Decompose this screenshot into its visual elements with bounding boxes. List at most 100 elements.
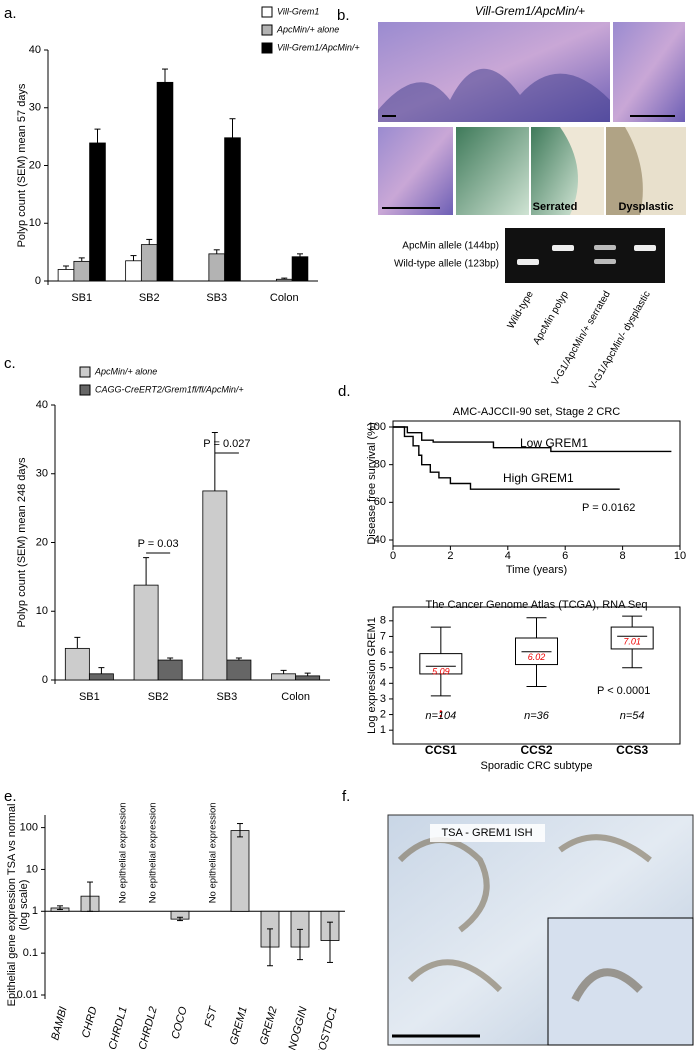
x-tick-label: 2: [447, 550, 453, 562]
median-label: 7.01: [623, 637, 641, 647]
y-tick-label: 0: [42, 674, 48, 686]
ish-texture: [397, 834, 652, 993]
survival-line: [393, 426, 620, 490]
y-tick-label: 100: [368, 421, 386, 433]
y-tick-label: 1: [32, 905, 38, 917]
x-tick-label: SB1: [79, 691, 100, 703]
y-tick-label: 40: [374, 534, 386, 546]
gel-lane-label: Wild-type: [506, 289, 537, 331]
x-tick-label: CCS2: [520, 743, 552, 757]
y-tick-label: 8: [380, 615, 386, 627]
bar: [64, 647, 90, 681]
x-tick-label: 0: [390, 550, 396, 562]
legend-label: Vill-Grem1/ApcMin/+: [277, 42, 360, 52]
y-tick-label: 30: [29, 102, 41, 114]
y-tick-label: 7: [380, 630, 386, 642]
y-tick-label: 0.01: [17, 989, 38, 1001]
y-axis-label: Polyp count (SEM) mean 57 days: [16, 83, 28, 247]
bar: [230, 830, 250, 912]
bar: [275, 278, 293, 282]
y-tick-label: 4: [380, 677, 386, 689]
y-tick-label: 10: [26, 863, 38, 875]
gel-row-label: ApcMin allele (144bp): [402, 241, 499, 252]
y-tick-label: 40: [29, 44, 41, 56]
y-axis-label: Polyp count (SEM) mean 248 days: [16, 457, 28, 627]
x-tick-label: SB2: [148, 691, 169, 703]
median-label: 6.02: [528, 652, 546, 662]
x-tick-label: CHRDL2: [137, 1005, 160, 1050]
y-tick-label: 0: [35, 275, 41, 287]
y-tick-label: 20: [29, 159, 41, 171]
bar: [208, 253, 226, 282]
x-tick-label: CCS1: [425, 743, 457, 757]
outlier: [439, 710, 443, 713]
y-axis-label: (log scale): [18, 880, 30, 931]
x-tick-label: COCO: [170, 1005, 190, 1040]
label-background: [430, 824, 545, 842]
y-tick-label: 80: [374, 459, 386, 471]
image-title: Vill-Grem1/ApcMin/+: [475, 4, 585, 18]
bar: [89, 142, 106, 282]
gel-band: [594, 245, 616, 250]
x-tick-label: NOGGIN: [287, 1005, 310, 1050]
ish-texture: [571, 968, 643, 1002]
y-tick-label: 5: [380, 662, 386, 674]
gel-band: [634, 245, 656, 251]
x-tick-label: 10: [674, 550, 686, 562]
plot-frame: [392, 420, 681, 547]
bar: [156, 81, 174, 282]
y-tick-label: 0.1: [23, 947, 38, 959]
histology-tile: [378, 127, 453, 215]
annotation: P = 0.027: [203, 438, 250, 450]
x-tick-label: GREM2: [258, 1005, 280, 1046]
x-tick-label: 6: [562, 550, 568, 562]
y-tick-label: 100: [20, 822, 38, 834]
bar: [226, 659, 252, 681]
n-label: n=104: [425, 710, 456, 722]
bar: [271, 673, 297, 681]
y-tick-label: 1: [380, 724, 386, 736]
bar: [140, 244, 158, 282]
bar: [125, 260, 142, 282]
bar: [291, 256, 309, 282]
image-label: Dysplastic: [618, 201, 673, 213]
x-tick-label: 4: [505, 550, 511, 562]
y-tick-label: 60: [374, 496, 386, 508]
legend-swatch: [261, 24, 273, 36]
y-tick-label: 10: [36, 605, 48, 617]
x-tick-label: Colon: [281, 691, 310, 703]
y-tick-label: 10: [29, 217, 41, 229]
bar: [224, 137, 241, 282]
bar: [202, 490, 228, 681]
bar: [133, 584, 159, 681]
x-tick-label: Colon: [270, 292, 299, 304]
x-tick-label: 8: [620, 550, 626, 562]
x-tick-label: GREM1: [228, 1005, 250, 1046]
legend-label: Vill-Grem1: [277, 6, 319, 16]
annotation: No epithelial expression: [148, 802, 159, 903]
histology-texture: [378, 68, 610, 122]
stain-texture: [531, 127, 578, 215]
x-tick-label: FST: [203, 1004, 220, 1028]
legend-swatch: [261, 42, 273, 54]
y-tick-label: 30: [36, 468, 48, 480]
gel-lane-label: ApcMin polyp: [531, 289, 571, 347]
chart-title: The Cancer Genome Atlas (TCGA), RNA Seq: [426, 599, 648, 611]
x-axis-label: Sporadic CRC subtype: [481, 760, 593, 772]
stain-tile: [456, 127, 529, 215]
panel-label: e.: [4, 788, 17, 805]
y-axis-label: Epithelial gene expression TSA vs normal: [6, 804, 18, 1007]
plot-frame: [392, 606, 681, 745]
bar: [88, 673, 114, 681]
gel-row-label: Wild-type allele (123bp): [394, 259, 499, 270]
bar: [57, 269, 75, 282]
y-axis-label: Log expression GREM1: [366, 617, 378, 734]
ish-inset: [547, 917, 694, 1046]
outlier: [439, 714, 443, 718]
n-label: n=36: [524, 710, 550, 722]
annotation: P = 0.03: [138, 538, 179, 550]
annotation: No epithelial expression: [118, 802, 129, 903]
series-label: Low GREM1: [520, 436, 588, 450]
bar: [157, 659, 183, 681]
